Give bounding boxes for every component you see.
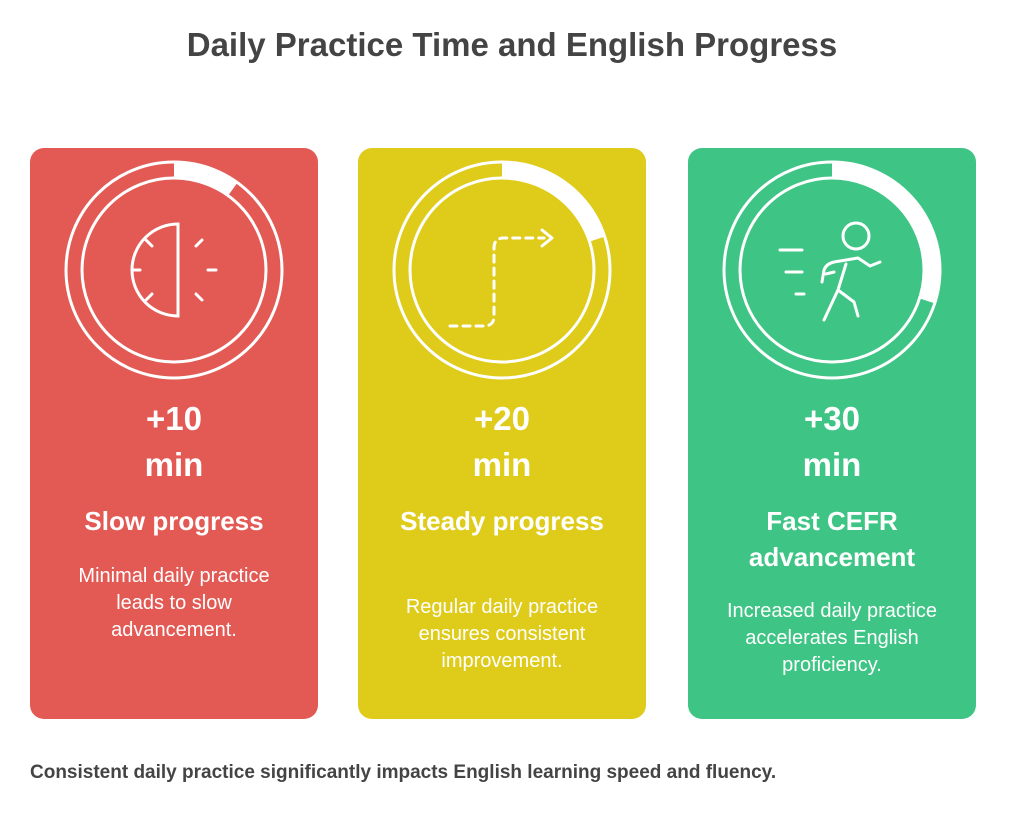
card-steady-progress: +20 min Steady progress Regular daily pra… xyxy=(358,148,646,719)
time-amount: +30 min xyxy=(802,400,862,483)
progress-ring xyxy=(64,160,284,380)
card-description: Minimal daily practice leads to slow adv… xyxy=(78,565,270,641)
card-heading: Slow progress xyxy=(84,506,264,536)
footer-summary: Consistent daily practice significantly … xyxy=(30,762,777,783)
card-description: Increased daily practice accelerates Eng… xyxy=(726,600,938,676)
card-heading: Fast CEFR advancement xyxy=(748,506,916,572)
progress-arc xyxy=(832,162,940,304)
progress-arc xyxy=(502,162,605,242)
progress-ring xyxy=(392,160,612,380)
time-amount: +20 min xyxy=(472,400,532,483)
card-heading: Steady progress xyxy=(400,506,604,536)
card-slow-progress: +10 min Slow progress Minimal daily pract… xyxy=(30,148,318,719)
card-fast-advancement: +30 min Fast CEFR advancement Increased d… xyxy=(688,148,976,719)
dashed-path-arrow-icon xyxy=(448,236,546,328)
time-amount: +10 min xyxy=(144,400,204,483)
progress-ring xyxy=(722,160,942,380)
half-clock-icon xyxy=(130,222,218,318)
page-title: Daily Practice Time and English Progress xyxy=(186,26,838,63)
card-description: Regular daily practice ensures consisten… xyxy=(405,596,599,672)
progress-arc xyxy=(174,162,238,196)
running-person-icon xyxy=(778,221,882,322)
